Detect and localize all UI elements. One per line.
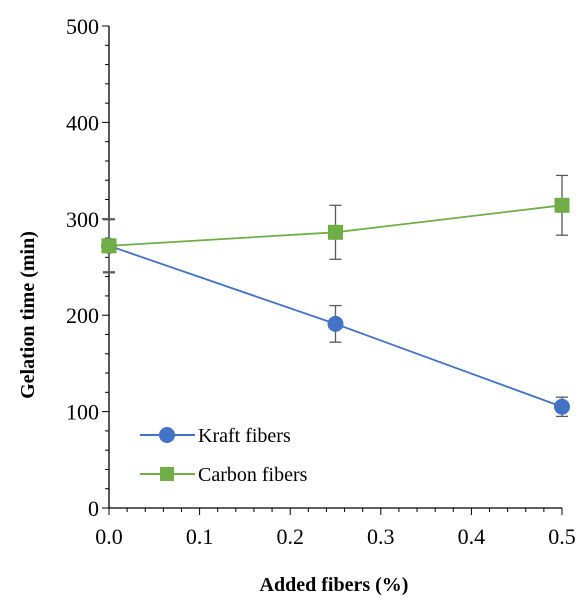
data-point — [327, 315, 344, 332]
y-tick-label: 300 — [66, 207, 99, 232]
tick-labels: 0 100 200 300 400 500 0.0 0.1 0.2 0.3 0.4 0.5 — [66, 14, 576, 549]
y-tick-label: 500 — [66, 14, 99, 39]
data-point — [554, 197, 570, 213]
legend-label-kraft: Kraft fibers — [198, 425, 291, 447]
y-tick-label: 0 — [88, 496, 99, 521]
y-axis-title: Gelation time (min) — [17, 231, 39, 399]
legend-item-carbon: Carbon fibers — [140, 464, 308, 486]
x-tick-label: 0.4 — [458, 524, 486, 549]
x-tick-label: 0.1 — [186, 524, 214, 549]
series-layer — [101, 174, 570, 418]
data-point — [554, 398, 570, 415]
legend-label-carbon: Carbon fibers — [198, 464, 308, 486]
x-tick-label: 0.3 — [367, 524, 395, 549]
y-tick-label: 100 — [66, 400, 99, 425]
legend-marker-kraft — [159, 427, 175, 443]
y-tick-label: 400 — [66, 110, 99, 135]
x-tick-label: 0.5 — [548, 524, 576, 549]
data-point — [328, 224, 343, 240]
legend: Kraft fibers Carbon fibers — [140, 425, 308, 486]
x-tick-label: 0.2 — [276, 524, 304, 549]
x-axis-title: Added fibers (%) — [260, 574, 409, 596]
legend-marker-carbon — [160, 467, 174, 481]
legend-item-kraft: Kraft fibers — [140, 425, 291, 447]
series-1 — [101, 174, 570, 273]
data-point — [101, 238, 117, 254]
x-tick-label: 0.0 — [95, 524, 123, 549]
y-tick-label: 200 — [66, 303, 99, 328]
